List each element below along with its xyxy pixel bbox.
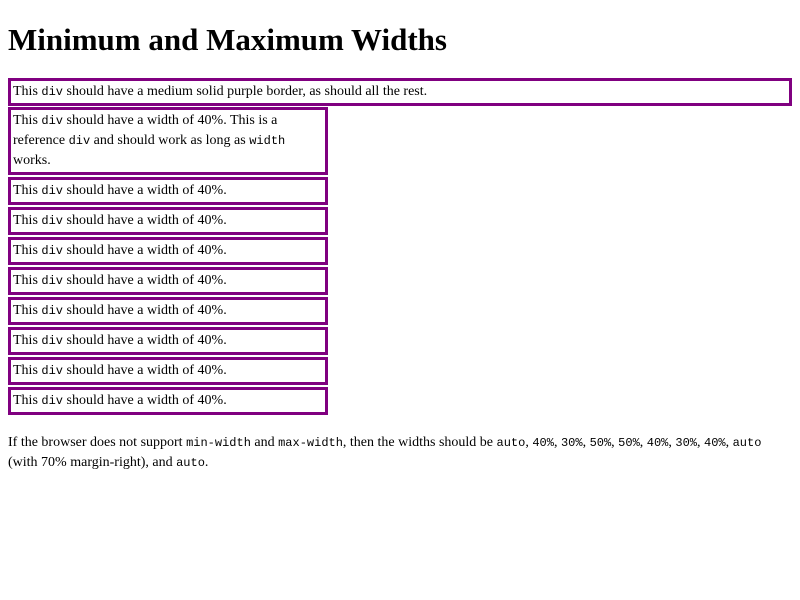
width-box-text-pre: This [13, 363, 38, 378]
note-code: 40% [532, 436, 554, 450]
width-box-text-pre: This [13, 333, 38, 348]
width-box-code: div [41, 184, 63, 198]
note-code: min-width [186, 436, 251, 450]
width-box-code: div [41, 364, 63, 378]
first-box: This div should have a medium solid purp… [8, 78, 792, 106]
reference-code-1: div [41, 114, 63, 128]
note-code: 30% [560, 436, 583, 450]
reference-text-pre: This [13, 113, 38, 128]
width-box-text-post: should have a width of 40%. [66, 273, 227, 288]
width-box-text-post: should have a width of 40%. [66, 183, 227, 198]
note-code: 30% [675, 436, 697, 450]
note-text: and [254, 435, 275, 450]
width-box-1: This div should have a width of 40%. [8, 177, 328, 205]
width-box-text-pre: This [13, 303, 38, 318]
width-box-7: This div should have a width of 40%. [8, 357, 328, 385]
note-code: auto [732, 436, 762, 450]
first-box-code: div [41, 85, 63, 99]
width-box-6: This div should have a width of 40%. [8, 327, 328, 355]
reference-code-2: div [68, 134, 91, 148]
width-box-code: div [41, 274, 63, 288]
note-code: auto [176, 456, 205, 470]
width-box-5: This div should have a width of 40%. [8, 297, 328, 325]
note-code: 40% [704, 436, 726, 450]
note-code: 40% [646, 436, 669, 450]
reference-text-mid2: and should work as long as [93, 133, 246, 148]
width-box-code: div [41, 334, 63, 348]
width-box-text-pre: This [13, 213, 38, 228]
note-text: (with 70% margin-right), and [8, 455, 173, 470]
width-box-code: div [41, 244, 63, 258]
first-box-text-pre: This [13, 84, 38, 99]
width-box-text-pre: This [13, 243, 38, 258]
width-box-code: div [41, 394, 63, 408]
width-box-code: div [41, 214, 63, 228]
page-title: Minimum and Maximum Widths [8, 22, 447, 57]
note-code: auto [496, 436, 526, 450]
width-box-8: This div should have a width of 40%. [8, 387, 328, 415]
width-box-4: This div should have a width of 40%. [8, 267, 328, 295]
width-box-text-post: should have a width of 40%. [66, 363, 227, 378]
note-code: max-width [278, 436, 343, 450]
reference-text-mid: should have a width of 40%. This is a re… [13, 113, 278, 148]
reference-box: This div should have a width of 40%. Thi… [8, 107, 328, 175]
width-box-text-pre: This [13, 273, 38, 288]
width-box-text-post: should have a width of 40%. [66, 303, 227, 318]
width-box-text-post: should have a width of 40%. [66, 333, 227, 348]
note-text: . [204, 455, 209, 470]
width-box-code: div [41, 304, 63, 318]
width-box-text-pre: This [13, 393, 38, 408]
width-box-text-post: should have a width of 40%. [66, 393, 227, 408]
first-box-text-post: should have a medium solid purple border… [66, 84, 428, 99]
note-code: 50% [618, 436, 640, 450]
fallback-note: If the browser does not support min-widt… [8, 435, 762, 470]
width-box-text-post: should have a width of 40%. [66, 213, 227, 228]
note-code: 50% [589, 436, 612, 450]
page: Minimum and Maximum Widths This div shou… [8, 22, 792, 470]
reference-text-post: works. [13, 153, 51, 168]
note-text: If the browser does not support [8, 435, 183, 450]
note-text: , then the widths should be [342, 435, 494, 450]
reference-code-3: width [249, 134, 286, 148]
width-box-3: This div should have a width of 40%. [8, 237, 328, 265]
width-box-text-post: should have a width of 40%. [66, 243, 227, 258]
width-box-2: This div should have a width of 40%. [8, 207, 328, 235]
width-box-text-pre: This [13, 183, 38, 198]
